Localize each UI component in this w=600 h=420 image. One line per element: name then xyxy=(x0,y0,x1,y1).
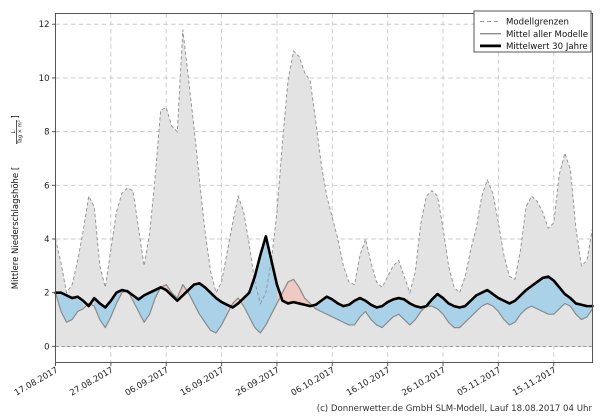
legend-label-1: Mittel aller Modelle xyxy=(506,30,588,40)
deviation-area-above-3 xyxy=(182,283,233,333)
legend-label-2: Mittelwert 30 Jahre xyxy=(506,42,588,52)
model-bounds-band xyxy=(55,29,593,347)
y-axis-title-group: Mittlere Niederschlagshöhe [ L Tag × m²] xyxy=(11,115,23,289)
y-tick-label-3: 6 xyxy=(44,181,49,191)
y-tick-label-5: 10 xyxy=(39,74,50,84)
model-mean-line xyxy=(54,278,593,334)
y-tick-label-0: 0 xyxy=(44,342,49,352)
deviation-area-above-6 xyxy=(426,276,593,328)
y-tick-label-1: 2 xyxy=(44,289,49,299)
model-range-area xyxy=(55,29,593,347)
model-bounds-edges xyxy=(55,29,593,347)
y-axis-unit-numerator: L xyxy=(11,130,17,133)
chart-legend: Modellgrenzen Mittel aller Modelle Mittelw… xyxy=(473,10,592,53)
y-axis-unit-bracket-close: ] xyxy=(11,115,21,118)
deviation-area-above-1 xyxy=(88,290,128,328)
y-axis-ticks: 0 2 4 6 8 10 12 xyxy=(39,20,56,352)
axes-frame xyxy=(55,13,593,363)
y-tick-label-2: 4 xyxy=(44,235,49,245)
y-tick-label-4: 8 xyxy=(44,128,49,138)
upper-bound-line xyxy=(55,29,593,305)
deviation-area-above-2 xyxy=(127,287,161,323)
y-axis-unit-denominator: Tag × m² xyxy=(17,120,23,145)
model-mean-line-path xyxy=(54,278,593,334)
legend-label-0: Modellgrenzen xyxy=(506,18,569,28)
y-axis-title-text: Mittlere Niederschlagshöhe [ xyxy=(11,167,21,289)
climate-mean-line xyxy=(54,235,594,309)
y-axis-title: Mittlere Niederschlagshöhe [ L Tag × m²] xyxy=(11,115,23,289)
y-tick-label-6: 12 xyxy=(39,20,50,30)
copyright-footer: (c) Donnerwetter.de GmbH SLM-Modell, Lau… xyxy=(317,404,593,414)
climate-mean-line-path xyxy=(54,235,594,309)
plot-frame xyxy=(55,13,593,363)
